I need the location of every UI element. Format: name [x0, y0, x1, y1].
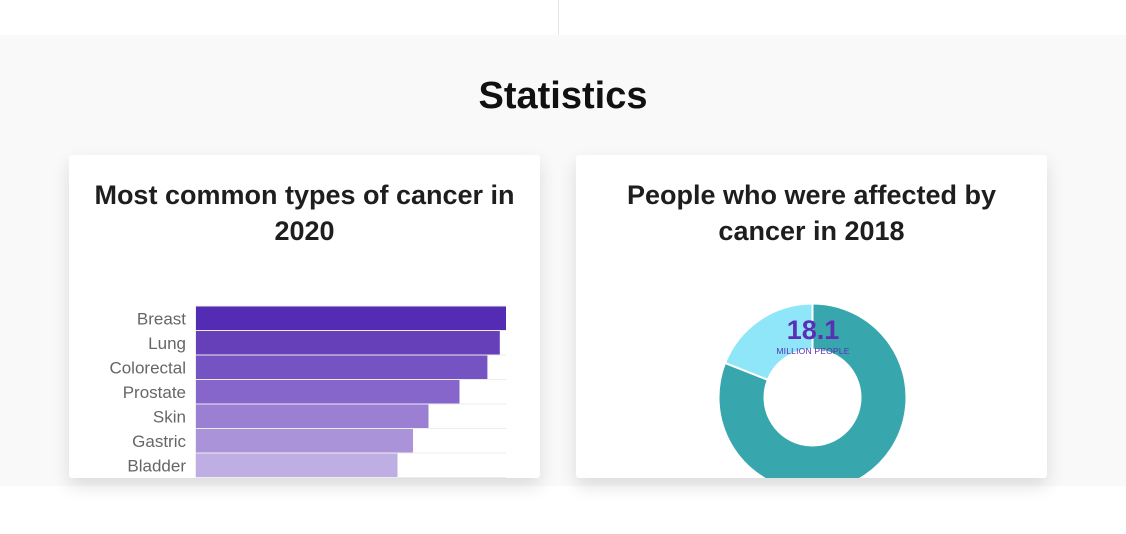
affected-people-card-title: People who were affected by cancer in 20…	[626, 180, 997, 246]
bar-prostate	[196, 380, 460, 404]
affected-people-card: People who were affected by cancer in 20…	[576, 155, 1047, 478]
bar-gastric	[196, 429, 413, 453]
bar-label-prostate: Prostate	[123, 383, 186, 402]
bar-label-bladder: Bladder	[127, 456, 186, 475]
bar-label-breast: Breast	[137, 309, 186, 328]
donut-slice-2	[723, 302, 814, 382]
bar-skin	[196, 404, 429, 428]
bar-label-lung: Lung	[148, 334, 186, 353]
statistics-section: Statistics Most common types of cancer i…	[0, 35, 1126, 486]
bar-label-colorectal: Colorectal	[109, 358, 186, 377]
donut-center-unit: MILLION PEOPLE	[776, 346, 850, 356]
bar-label-skin: Skin	[153, 407, 186, 426]
cancer-types-card-title: Most common types of cancer in 2020	[94, 180, 515, 246]
bar-label-gastric: Gastric	[132, 432, 186, 451]
cancer-types-bar-chart: Breast Lung Colorectal Prostate Skin Gastric B…	[109, 305, 506, 478]
donut-slice-1	[717, 302, 908, 478]
section-title: Statistics	[478, 75, 648, 117]
bar-colorectal	[196, 355, 488, 379]
bar-lung	[196, 331, 500, 355]
affected-people-donut-chart	[717, 302, 908, 478]
cancer-types-card: Most common types of cancer in 2020 Brea…	[69, 155, 540, 478]
bar-bladder	[196, 453, 398, 477]
donut-center-label: 18.1 MILLION PEOPLE	[763, 315, 863, 357]
donut-center-value: 18.1	[786, 315, 840, 345]
bar-breast	[196, 306, 506, 330]
